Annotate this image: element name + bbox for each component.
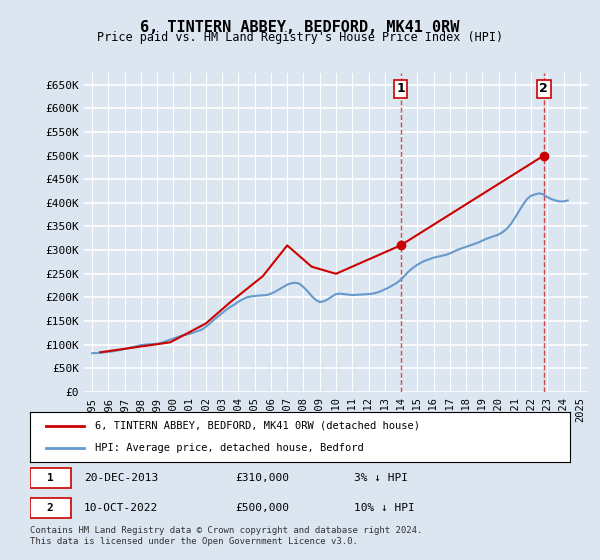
Text: 2: 2 [539,82,548,95]
Text: 20-DEC-2013: 20-DEC-2013 [84,473,158,483]
Text: Price paid vs. HM Land Registry's House Price Index (HPI): Price paid vs. HM Land Registry's House … [97,31,503,44]
Text: HPI: Average price, detached house, Bedford: HPI: Average price, detached house, Bedf… [95,443,364,453]
Text: 1: 1 [396,82,405,95]
Text: 6, TINTERN ABBEY, BEDFORD, MK41 0RW: 6, TINTERN ABBEY, BEDFORD, MK41 0RW [140,20,460,35]
Text: 1: 1 [47,473,53,483]
FancyBboxPatch shape [30,498,71,519]
FancyBboxPatch shape [30,468,71,488]
Text: 3% ↓ HPI: 3% ↓ HPI [354,473,408,483]
Text: 6, TINTERN ABBEY, BEDFORD, MK41 0RW (detached house): 6, TINTERN ABBEY, BEDFORD, MK41 0RW (det… [95,421,420,431]
Text: 10-OCT-2022: 10-OCT-2022 [84,503,158,514]
Text: 2: 2 [47,503,53,514]
Text: 10% ↓ HPI: 10% ↓ HPI [354,503,415,514]
Text: Contains HM Land Registry data © Crown copyright and database right 2024.
This d: Contains HM Land Registry data © Crown c… [30,526,422,546]
Text: £310,000: £310,000 [235,473,289,483]
Text: £500,000: £500,000 [235,503,289,514]
